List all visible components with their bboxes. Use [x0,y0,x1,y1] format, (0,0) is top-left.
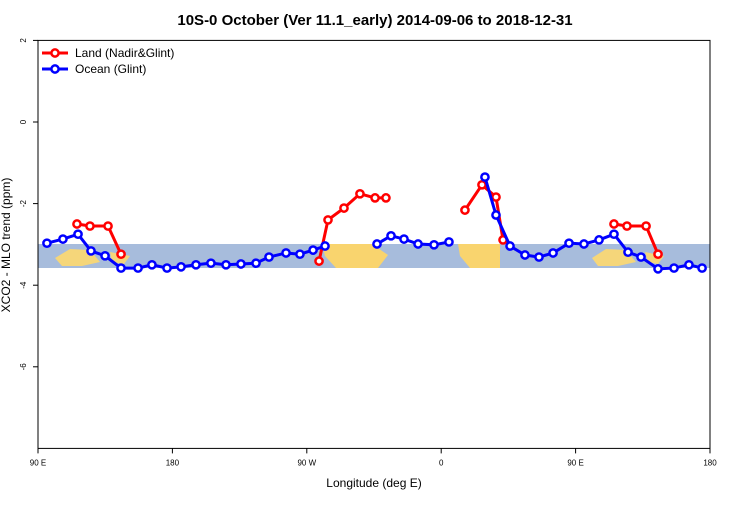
x-axis-label: Longitude (deg E) [326,476,421,490]
data-point [444,237,454,247]
data-point [264,252,274,262]
data-point [669,263,679,273]
data-point [460,205,470,215]
data-point [491,210,501,220]
data-point [609,219,619,229]
data-point [251,258,261,269]
data-point [323,215,333,225]
y-tick-label: -4 [19,281,28,289]
y-tick-label: -2 [19,199,28,207]
data-point [58,234,68,244]
series-line [76,182,660,262]
legend-marker [50,48,60,58]
data-point [73,229,83,240]
data-point [86,246,96,256]
data-point [355,188,365,199]
chart-title: 10S-0 October (Ver 11.1_early) 2014-09-0… [177,12,572,29]
y-axis-label: XCO2 - MLO trend (ppm) [0,178,13,313]
data-point [520,250,530,260]
data-point [697,263,707,273]
data-point [399,234,409,244]
x-tick-label: 0 [439,458,444,467]
legend-marker [50,64,60,74]
data-point [162,263,172,273]
data-point [116,249,126,260]
data-point [281,248,291,258]
data-point [133,263,143,273]
data-point [653,264,663,274]
data-point [641,221,651,231]
data-point [413,239,423,249]
data-point [191,259,201,270]
data-point [609,229,619,240]
y-tick-label: -6 [19,363,28,371]
data-point [100,250,110,261]
data-point [339,203,349,213]
data-point [594,235,604,245]
data-point [429,239,439,250]
data-point [295,249,305,260]
data-point [579,239,589,249]
data-point [176,261,186,272]
x-tick-label: 90 E [567,458,583,467]
data-point [505,241,515,251]
data-point [480,172,490,182]
data-point [386,230,396,241]
plot-frame [37,39,711,449]
data-point [85,221,95,231]
data-point [103,221,113,231]
y-tick-label: 0 [19,119,28,124]
data-point [236,259,246,269]
data-point [491,192,501,202]
data-point [622,221,632,231]
data-point [653,249,663,260]
data-point [72,219,82,229]
data-point [308,245,318,255]
data-point [314,256,324,266]
data-point [564,238,574,249]
data-point [477,179,487,190]
data-point [206,258,216,269]
x-tick-label: 180 [703,458,717,467]
legend-label: Land (Nadir&Glint) [75,46,174,60]
y-tick-label: 2 [19,38,28,43]
legend-label: Ocean (Glint) [75,62,146,76]
data-point [221,259,231,270]
data-point [684,259,694,270]
data-point [147,259,157,270]
x-tick-label: 90 W [297,458,316,467]
x-tick-label: 90 E [30,458,46,467]
data-point [370,193,380,203]
data-point [623,247,633,258]
data-point [534,252,544,262]
data-point [636,252,646,262]
data-point [548,248,558,258]
data-point [116,263,126,273]
data-point [320,241,330,251]
data-point [372,239,382,249]
data-point [42,238,52,249]
data-point [381,193,391,203]
x-tick-label: 180 [166,458,180,467]
